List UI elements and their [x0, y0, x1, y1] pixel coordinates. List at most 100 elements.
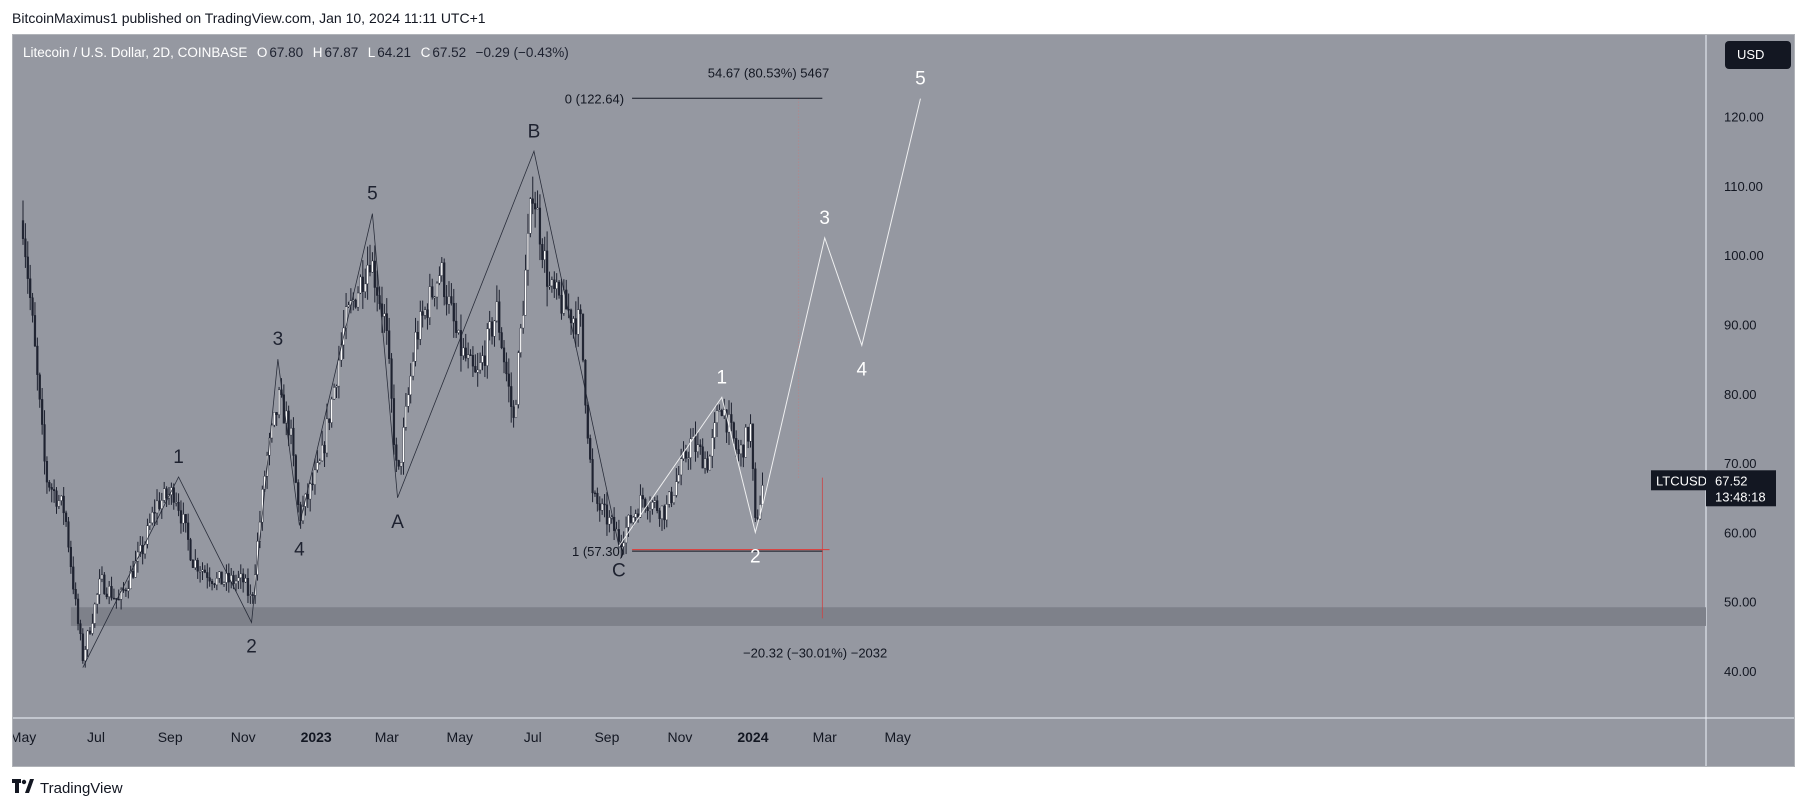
fib-level-label: 0 (122.64) [565, 91, 624, 106]
candle-body [735, 438, 738, 450]
candle-body [81, 633, 84, 661]
chart-panel[interactable]: 0 (122.64) 1 (57.30) 54.67 (80.53%) 5467 −2… [12, 34, 1795, 767]
candle-body [50, 487, 53, 490]
candle-body [187, 522, 190, 540]
candle-body [680, 458, 683, 476]
candle-body [665, 504, 668, 521]
candle-body [438, 275, 441, 284]
candle-body [33, 315, 37, 347]
candle-body [747, 427, 750, 442]
time-tick-label: May [447, 729, 473, 745]
candle-body [321, 444, 324, 462]
candle-body [739, 444, 743, 455]
candle-body [469, 354, 472, 356]
candle-body [524, 269, 527, 316]
price-tick-label: 70.00 [1724, 456, 1757, 471]
candle-body [447, 296, 451, 305]
candle-body [641, 495, 644, 500]
footer-brand[interactable]: TradingView [12, 778, 123, 798]
candle-body [184, 514, 187, 524]
candle-body [435, 282, 439, 298]
candle-body [251, 594, 254, 596]
candle-body [201, 569, 204, 572]
candle-body [560, 295, 563, 314]
candle-body [699, 444, 702, 447]
candle-body [191, 559, 195, 568]
candle-body [158, 500, 161, 509]
change-value: −0.29 (−0.43%) [475, 45, 569, 60]
candle-body [723, 409, 726, 416]
candle-body [120, 589, 123, 600]
high-value: 67.87 [324, 45, 359, 60]
candle-body [366, 264, 369, 285]
candle-body [555, 281, 558, 289]
candle-body [474, 366, 477, 373]
wave-label-2: 2 [246, 636, 257, 657]
candle-body [91, 623, 94, 634]
candle-body [72, 566, 75, 590]
wave-label-1: 1 [717, 367, 728, 388]
price-tag-countdown: 13:48:18 [1715, 489, 1766, 504]
candle-body [124, 589, 128, 592]
candle-body [79, 623, 82, 634]
wave-label-C: C [612, 560, 626, 581]
candle-body [43, 424, 46, 462]
candle-body [534, 203, 537, 210]
candle-body [751, 423, 755, 469]
candle-body [57, 500, 60, 507]
candle-body [368, 264, 372, 273]
candle-body [311, 483, 314, 486]
candle-body [713, 422, 716, 438]
fib-level-label: 1 (57.30) [572, 544, 624, 559]
candle-body [531, 198, 534, 204]
currency-button[interactable]: USD [1725, 41, 1791, 69]
candle-body [189, 539, 192, 561]
candle-body [696, 444, 699, 452]
candle-body [711, 437, 714, 457]
price-symbol-text: LTCUSD [1656, 473, 1707, 488]
candle-body [88, 630, 92, 634]
candle-body [553, 279, 556, 289]
candle-body [361, 276, 364, 292]
candle-body [139, 545, 142, 553]
candle-body [208, 577, 211, 582]
candle-body [749, 423, 752, 442]
candle-body [550, 279, 553, 287]
wave-label-1: 1 [173, 447, 184, 468]
candle-body [577, 309, 580, 335]
candle-body [706, 458, 709, 471]
candle-body [163, 488, 166, 501]
candle-body [347, 304, 350, 307]
open-label: O [256, 45, 268, 60]
candle-body [512, 406, 515, 418]
candle-body [598, 503, 601, 511]
candle-body [93, 603, 96, 624]
wave-path-black [82, 149, 620, 668]
candle-body [627, 514, 630, 528]
candle-body [127, 588, 130, 592]
candle-body [505, 361, 508, 375]
candle-body [579, 309, 582, 315]
candle-body [414, 331, 417, 362]
candle-body [596, 492, 599, 504]
price-chart[interactable]: 0 (122.64) 1 (57.30) 54.67 (80.53%) 5467 −2… [13, 35, 1794, 766]
candle-body [648, 508, 652, 512]
candle-body [411, 360, 415, 377]
candle-body [519, 327, 522, 353]
candle-body [203, 569, 206, 573]
candle-body [273, 412, 276, 426]
candle-body [658, 510, 661, 520]
candle-body [129, 571, 132, 590]
candle-body [493, 320, 496, 337]
time-tick-label: May [13, 729, 36, 745]
candle-body [45, 461, 49, 483]
support-zone [70, 607, 1707, 626]
candle-body [67, 521, 70, 548]
low-value: 64.21 [377, 45, 412, 60]
candle-body [593, 492, 597, 495]
candle-body [388, 330, 391, 359]
candle-body [426, 309, 429, 318]
candle-body [385, 313, 388, 331]
candle-body [390, 358, 393, 399]
candle-body [151, 512, 154, 524]
